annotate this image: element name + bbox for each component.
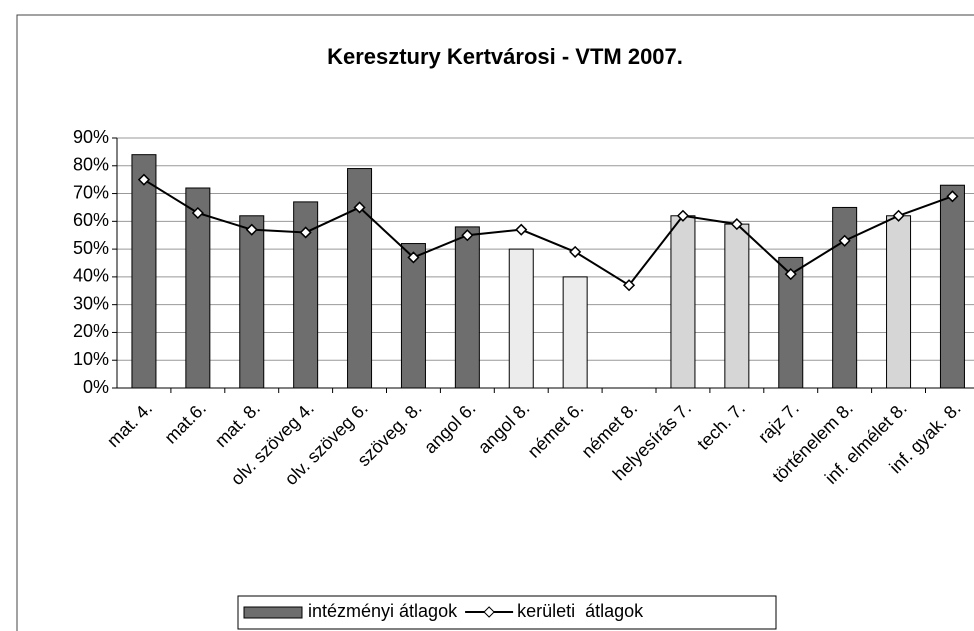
y-tick-label: 70% <box>73 182 109 202</box>
bar <box>562 276 588 389</box>
line-marker <box>245 223 258 236</box>
bar <box>239 215 265 389</box>
y-tick-label: 30% <box>73 293 109 313</box>
line-marker <box>622 279 636 292</box>
bar <box>185 187 211 389</box>
bar <box>454 226 480 389</box>
bar <box>832 206 858 389</box>
bar <box>400 243 426 389</box>
bar <box>508 248 534 389</box>
line-marker <box>784 268 797 281</box>
bar <box>939 184 965 389</box>
line <box>143 178 953 287</box>
y-tick-label: 40% <box>73 266 109 286</box>
line-marker <box>515 223 528 236</box>
y-tick-label: 60% <box>73 210 109 230</box>
chart-title: Keresztury Kertvárosi - VTM 2007. <box>327 44 683 69</box>
legend-label: intézményi átlagok <box>308 601 458 621</box>
line-marker <box>461 229 474 242</box>
y-tick-label: 20% <box>73 321 109 341</box>
line-marker <box>299 226 312 239</box>
legend-label: kerületi átlagok <box>517 601 644 621</box>
line-marker <box>730 218 743 231</box>
line-marker <box>569 245 582 258</box>
legend-marker <box>483 606 495 618</box>
bar <box>886 215 912 389</box>
y-tick-label: 50% <box>73 238 109 258</box>
y-tick-label: 80% <box>73 155 109 175</box>
bar <box>724 223 750 389</box>
line-marker <box>676 209 690 222</box>
line-marker <box>838 234 851 247</box>
line-marker <box>892 209 905 222</box>
line-marker <box>407 251 420 264</box>
line-marker <box>353 201 366 214</box>
y-tick-label: 10% <box>73 349 109 369</box>
bar <box>131 154 157 389</box>
legend-swatch <box>243 606 303 619</box>
y-tick-label: 0% <box>83 377 109 397</box>
line-marker <box>137 173 151 186</box>
line-marker <box>946 190 959 203</box>
y-tick-label: 90% <box>73 127 109 147</box>
bar <box>670 215 696 389</box>
line-marker <box>191 206 204 220</box>
frame <box>16 14 974 631</box>
